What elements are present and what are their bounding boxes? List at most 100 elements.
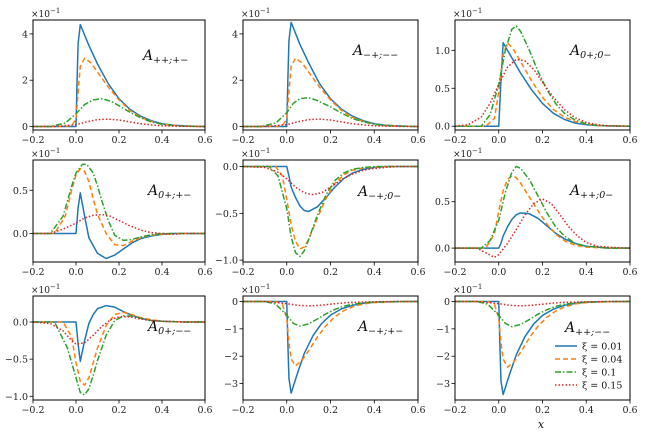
panel-title: A−+;0− [356,184,401,202]
series-line-orange [455,42,630,127]
panel-title: A0+;+− [146,183,191,201]
x-tick-label: 0.2 [323,267,338,278]
x-tick-label: 0.0 [68,267,83,278]
panel-3: −0.2 0.0 0.2 0.4 0.6 0.0 0.5 1.0 ×10−1 A0+;0− [435,7,638,146]
panel-title: A++;0− [568,183,613,201]
series-line-red [33,316,205,346]
legend-label: ξ = 0.1 [582,368,616,379]
y-tick-label: −0.5 [215,209,238,220]
series-line-red [455,198,630,259]
y-tick-label: 0.5 [435,197,450,208]
y-tick-label: 0.5 [13,186,28,197]
x-tick-label: 0.4 [579,405,594,416]
x-tick-label: 0.6 [410,405,425,416]
x-tick-label: 0.6 [622,405,637,416]
series-line-red [243,165,418,196]
x-tick-label: 0.4 [367,405,382,416]
axis-scale-label: ×10−1 [241,7,270,20]
y-tick-label: 2 [232,76,238,87]
panel-2: −0.2 0.0 0.2 0.4 0.6 0 2 4×10−1 A−+;−− [231,7,425,146]
x-tick-label: 0.0 [491,135,506,146]
axis-scale-label: ×10−1 [31,7,60,20]
x-tick-label: 0.6 [622,267,637,278]
x-tick-label: 0.4 [154,405,169,416]
panel-9: −0.2 0.0 0.2 0.4 0.6 0 −1 −2 −3 ×10−1 A++;−− [436,283,638,416]
y-tick-label: 0 [22,122,28,133]
series-line-orange [243,165,418,250]
x-tick-label: 0.6 [410,135,425,146]
legend-label: ξ = 0.04 [582,355,622,366]
x-tick-label: 0.2 [535,405,550,416]
panel-4: −0.2 0.0 0.2 0.4 0.6 0.0 0.5 ×10−1 A0+;+− [13,147,213,278]
series-line-green [33,163,205,242]
y-tick-label: 0.0 [13,318,28,329]
x-tick-label: 0.2 [111,405,126,416]
x-tick-label: 0.6 [410,267,425,278]
x-tick-label: 0.4 [579,267,594,278]
series-line-green [455,300,630,328]
y-tick-label: 0.0 [435,122,450,133]
y-tick-label: −3 [436,379,450,390]
series-line-red [33,118,205,128]
y-tick-label: −1 [224,324,238,335]
y-tick-label: 4 [22,29,28,40]
series-line-green [243,300,418,327]
x-tick-label: 0.0 [68,405,83,416]
x-tick-label: −0.2 [231,267,254,278]
axes-frame [32,295,206,401]
y-tick-label: −2 [224,352,238,363]
axis-scale-label: ×10−1 [453,283,482,296]
axis-scale-label: ×10−1 [453,147,482,160]
x-tick-label: 0.0 [279,267,294,278]
series-line-green [455,165,630,249]
panel-title: A++;−− [563,320,610,338]
series-line-green [243,165,418,258]
panel-6: −0.2 0.0 0.2 0.4 0.6 0.0 0.5 ×10−1 A++;0− [435,147,638,278]
y-tick-label: −0.5 [5,355,28,366]
series-line-orange [455,300,630,368]
legend-label: ξ = 0.15 [582,381,622,392]
x-axis-label: x [538,418,545,431]
x-tick-label: −0.2 [231,135,254,146]
axis-scale-label: ×10−1 [241,283,270,296]
y-tick-label: 2 [22,76,28,87]
series-line-orange [243,57,418,128]
y-tick-label: 0.5 [435,84,450,95]
series-line-red [243,118,418,128]
x-tick-label: 0.0 [68,135,83,146]
axis-scale-label: ×10−1 [31,147,60,160]
x-tick-label: 0.4 [154,267,169,278]
series-line-orange [33,311,205,386]
series-line-orange [33,57,205,128]
axis-scale-label: ×10−1 [241,147,270,160]
x-tick-label: −0.2 [443,135,466,146]
panel-5: −0.2 0.0 0.2 0.4 0.6 0.0 −0.5 −1.0 ×10−1 A−+;0− [215,147,426,278]
axes-frame [242,19,419,131]
x-tick-label: −0.2 [443,267,466,278]
x-tick-label: 0.6 [622,135,637,146]
y-tick-label: 1.0 [435,46,450,57]
series-line-blue [33,23,205,128]
x-tick-label: 0.6 [197,405,212,416]
series-line-orange [243,300,418,367]
x-tick-label: 0.2 [323,405,338,416]
y-tick-label: 0 [444,297,450,308]
x-tick-label: 0.0 [491,267,506,278]
y-tick-label: −1.0 [5,392,28,403]
y-tick-label: 0.0 [13,229,28,240]
x-tick-label: −0.2 [231,405,254,416]
x-tick-label: 0.4 [367,135,382,146]
y-tick-label: 0 [232,122,238,133]
axis-scale-label: ×10−1 [453,7,482,20]
y-tick-label: −1 [436,324,450,335]
axes-frame [454,19,631,131]
y-tick-label: −1.0 [215,256,238,267]
x-tick-label: 0.2 [323,135,338,146]
series-line-blue [33,192,205,260]
y-tick-label: 0 [232,297,238,308]
y-tick-label: 0.0 [223,162,238,173]
x-tick-label: −0.2 [21,135,44,146]
series-line-blue [243,21,418,128]
series-line-blue [243,300,418,394]
